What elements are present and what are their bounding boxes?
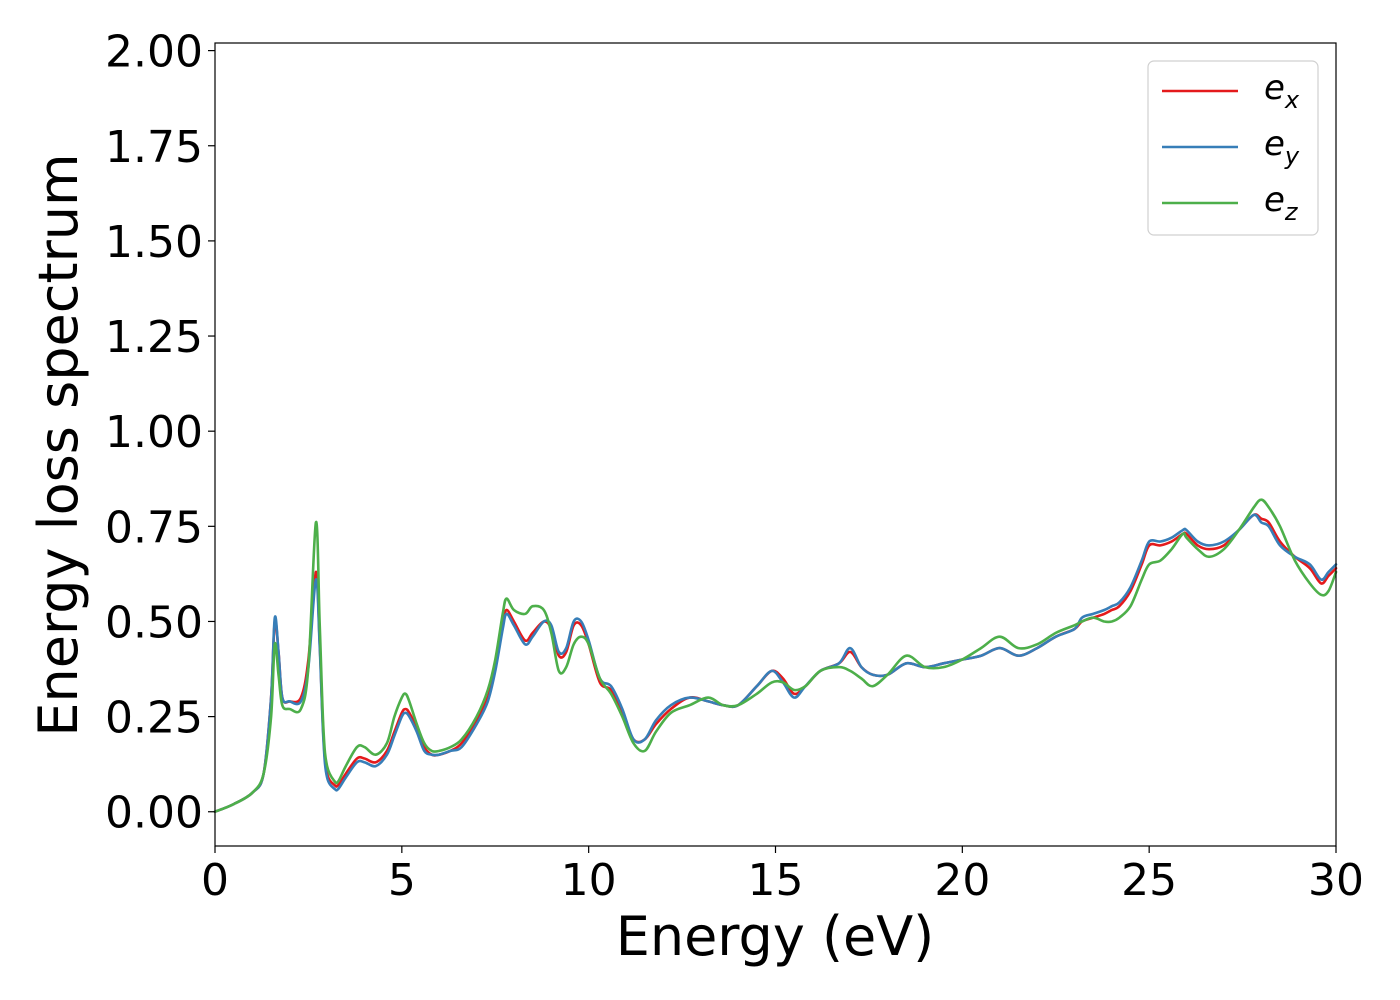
y-axis-title: Energy loss spectrum [27, 153, 90, 736]
x-tick-label: 25 [1121, 855, 1177, 906]
series-layer [213, 498, 1338, 813]
x-tick-label: 5 [388, 855, 416, 906]
legend-label-e-z: ez [1264, 180, 1299, 226]
y-tick-label: 0.00 [105, 788, 203, 839]
y-tick-label: 1.75 [105, 122, 203, 173]
x-tick-label: 20 [934, 855, 990, 906]
legend-label-e-y: ey [1264, 124, 1300, 170]
y-tick-label: 0.50 [105, 597, 203, 648]
series-line-e-z [213, 498, 1338, 813]
y-tick-label: 1.00 [105, 407, 203, 458]
x-tick-label: 30 [1308, 855, 1364, 906]
y-tick-label: 2.00 [105, 27, 203, 78]
y-tick-label: 1.50 [105, 217, 203, 268]
y-tick-label: 0.25 [105, 693, 203, 744]
y-tick-label: 1.25 [105, 312, 203, 363]
x-tick-label: 10 [561, 855, 617, 906]
x-tick-label: 0 [201, 855, 229, 906]
x-tick-label: 15 [748, 855, 804, 906]
x-axis-title: Energy (eV) [616, 905, 935, 968]
legend-label-e-x: ex [1264, 68, 1300, 114]
y-axis: 0.00 0.25 0.50 0.75 1.00 1.25 1.50 1.75 2.00 [105, 27, 215, 839]
series-line-e-y [213, 513, 1338, 813]
legend: ex ey ez [1147, 60, 1319, 236]
x-axis: 0 5 10 15 20 25 30 [201, 846, 1364, 906]
y-tick-label: 0.75 [105, 502, 203, 553]
